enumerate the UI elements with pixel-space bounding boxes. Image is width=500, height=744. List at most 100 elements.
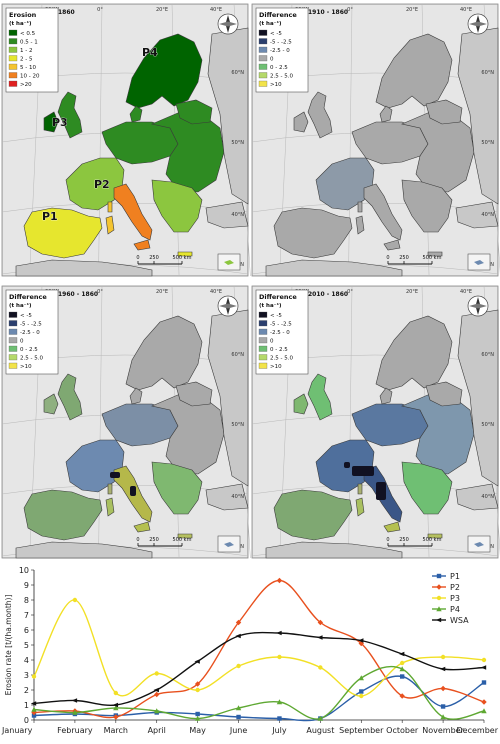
lat-label: 50°N xyxy=(231,140,244,146)
land-uk xyxy=(57,373,83,421)
land-denmark xyxy=(129,387,143,405)
land-turkey xyxy=(205,483,249,511)
data-point-wsa xyxy=(71,698,78,703)
y-tick-label: 2 xyxy=(24,686,29,695)
series-line-p3 xyxy=(33,599,485,697)
legend-series-label: P3 xyxy=(450,594,460,603)
data-point-p4 xyxy=(481,708,487,714)
land-turkey xyxy=(455,201,499,229)
data-point-p1 xyxy=(277,716,282,721)
series-p3 xyxy=(31,597,487,699)
land-iberia xyxy=(273,489,353,541)
x-tick-label: June xyxy=(229,726,248,735)
lon-label: 20°E xyxy=(406,289,418,295)
y-tick-label: 0 xyxy=(24,716,29,725)
data-point-wsa xyxy=(480,665,487,670)
legend-swatch xyxy=(8,80,18,87)
lon-label: 20°E xyxy=(156,289,168,295)
scale-label: 500 km xyxy=(423,537,442,543)
legend-swatch xyxy=(258,320,268,327)
data-point-p4 xyxy=(317,715,324,721)
legend-swatch xyxy=(258,328,268,335)
land-baltic xyxy=(425,99,463,125)
legend-item-label: 2 - 5 xyxy=(20,57,33,63)
land-corsica xyxy=(357,201,363,213)
legend-swatch xyxy=(8,55,18,62)
legend-unit: (t ha⁻¹) xyxy=(259,302,282,309)
land-sardinia xyxy=(355,215,365,235)
land-balkans xyxy=(401,461,453,515)
legend-item-label: 2.5 - 5.0 xyxy=(270,356,293,362)
land-corsica xyxy=(357,483,363,495)
map-legend: Erosion(t ha⁻¹) < 0.5 0.5 - 1 1 - 2 2 - 5 5 -… xyxy=(5,7,59,93)
lon-label: 0° xyxy=(97,7,103,13)
land-scandinavia xyxy=(125,315,203,391)
scale-label: 500 km xyxy=(173,537,192,543)
legend-item-label: >10 xyxy=(270,364,282,370)
y-tick-label: 3 xyxy=(24,671,29,680)
data-point-p4 xyxy=(358,675,364,681)
land-sicily xyxy=(383,521,401,533)
legend-item-label: 0 - 2.5 xyxy=(20,347,38,353)
legend-unit: (t ha⁻¹) xyxy=(9,20,32,27)
legend-swatch xyxy=(258,55,268,62)
point-label-p3: P3 xyxy=(52,116,68,129)
land-sardinia xyxy=(355,497,365,517)
y-tick-label: 9 xyxy=(24,581,29,590)
legend-item-label: >10 xyxy=(270,82,282,88)
land-russia xyxy=(207,27,249,205)
data-point-p2 xyxy=(154,691,160,698)
data-point-p3 xyxy=(113,690,119,696)
scale-label: 500 km xyxy=(423,255,442,261)
data-point-p2 xyxy=(113,714,119,720)
legend-swatch xyxy=(8,337,18,344)
point-label-p1: P1 xyxy=(42,210,58,223)
land-crete xyxy=(427,533,443,539)
point-label-p4: P4 xyxy=(142,46,158,59)
hotspot-patch xyxy=(352,466,374,476)
scale-label: 250 xyxy=(399,537,409,543)
land-russia xyxy=(207,309,249,487)
scale-bar: 0 250 500 km xyxy=(136,255,192,265)
lat-label: 40°N xyxy=(231,212,244,218)
data-point-p3 xyxy=(359,693,364,699)
map-period-label: 1910 - 1860 xyxy=(308,9,348,16)
y-tick-label: 1 xyxy=(24,701,29,710)
legend-item-label: -2.5 - 0 xyxy=(270,330,290,336)
legend-item-label: < -5 xyxy=(270,313,282,319)
legend-item-label: 10 - 20 xyxy=(20,74,40,80)
scale-bar: 0 250 500 km xyxy=(386,537,442,547)
land-ireland xyxy=(293,393,309,415)
data-point-p3 xyxy=(318,665,323,670)
land-iberia xyxy=(23,489,103,541)
legend-item-label: 2.5 - 5.0 xyxy=(20,356,43,362)
land-russia xyxy=(457,27,499,205)
map-panel-m1960: 60°N50°N40°N30°N20°W0°20°E40°EDifference… xyxy=(1,285,251,559)
land-africa xyxy=(15,541,153,559)
data-point-wsa xyxy=(358,638,364,643)
legend-item-label: >20 xyxy=(20,82,32,88)
data-point-p4 xyxy=(113,705,119,711)
legend-item-label: < 0.5 xyxy=(20,31,36,37)
data-point-p3 xyxy=(195,687,200,693)
land-scandinavia xyxy=(375,33,453,109)
legend-series-label: P1 xyxy=(450,572,460,581)
map-legend: Difference(t ha⁻¹) < -5 -5 - -2.5 -2.5 - 0 0… xyxy=(255,7,309,93)
land-uk xyxy=(307,373,333,421)
legend-swatch xyxy=(8,320,18,327)
legend-swatch xyxy=(258,345,268,352)
legend-item-label: 0 xyxy=(270,57,274,63)
data-point-p4 xyxy=(194,715,201,721)
land-sicily xyxy=(383,239,401,251)
data-point-p1 xyxy=(440,704,446,709)
legend-item-label: -2.5 - 0 xyxy=(270,48,290,54)
legend-series-label: P4 xyxy=(450,605,460,614)
data-point-p2 xyxy=(399,693,405,699)
series-p2 xyxy=(31,577,487,720)
x-tick-label: March xyxy=(104,726,128,735)
legend-swatch xyxy=(258,80,268,87)
data-point-p2 xyxy=(194,681,201,687)
data-point-p4 xyxy=(154,708,160,714)
land-denmark xyxy=(129,105,143,123)
hotspot-patch xyxy=(344,462,350,468)
